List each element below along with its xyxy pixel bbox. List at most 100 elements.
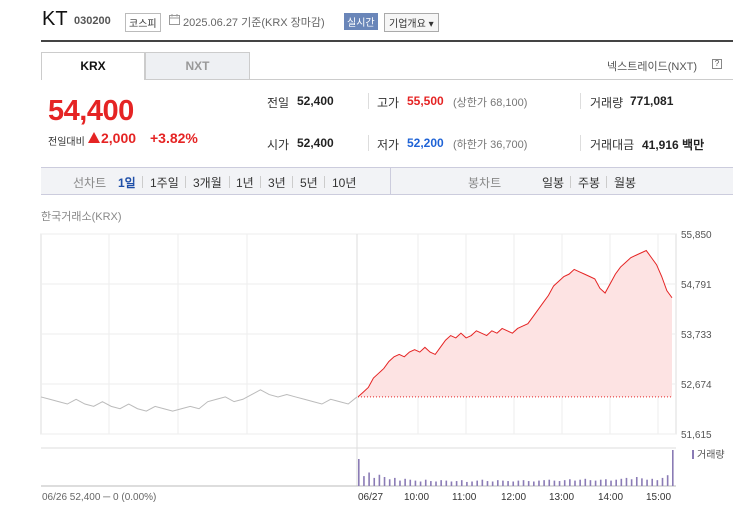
- amount-value: 41,916 백만: [642, 138, 705, 152]
- line-chart-label: 선차트: [73, 176, 107, 190]
- volume-bar: [569, 479, 571, 486]
- volume-bar: [394, 477, 396, 486]
- volume-bar: [502, 480, 504, 486]
- volume-bar: [610, 480, 612, 486]
- period-separator: [260, 176, 261, 188]
- up-arrow-icon: [88, 132, 100, 143]
- series-line-today: [357, 249, 673, 398]
- volume-bar: [466, 481, 468, 486]
- volume-bar: [512, 481, 515, 486]
- candle-daily[interactable]: 일봉: [542, 176, 565, 190]
- period-5y[interactable]: 5년: [300, 176, 318, 190]
- nxt-link[interactable]: 넥스트레이드(NXT): [607, 61, 698, 73]
- volume-bar: [476, 480, 478, 486]
- volume-bar: [486, 481, 489, 486]
- stat-separator: [368, 135, 369, 151]
- volume-bar: [430, 481, 432, 486]
- volume-bar: [383, 477, 386, 486]
- low-label: 저가: [377, 138, 400, 152]
- period-separator: [324, 176, 325, 188]
- help-icon[interactable]: ?: [712, 59, 722, 69]
- volume-bar: [553, 480, 556, 486]
- upper-limit: (상한가 68,100): [453, 97, 528, 109]
- stock-code: 030200: [74, 15, 111, 27]
- volume-bar: [666, 475, 669, 486]
- period-3y[interactable]: 3년: [268, 176, 286, 190]
- period-separator: [606, 176, 607, 188]
- period-separator: [292, 176, 293, 188]
- volume-bar: [445, 480, 448, 486]
- volume-bar: [481, 479, 484, 486]
- volume-bar: [599, 479, 602, 486]
- volume-bar: [419, 481, 422, 486]
- high-label: 고가: [377, 96, 400, 110]
- period-3m[interactable]: 3개월: [193, 176, 222, 190]
- y-tick-label: 55,850: [681, 230, 712, 241]
- y-tick-label: 52,674: [681, 380, 712, 391]
- volume-bar: [424, 479, 427, 486]
- period-separator: [142, 176, 143, 188]
- volume-bar: [656, 480, 659, 486]
- date-info: 2025.06.27 기준(KRX 장마감): [183, 17, 325, 29]
- x-tick-label: 11:00: [452, 492, 477, 503]
- volume-bar: [651, 478, 654, 486]
- volume-bar: [491, 481, 494, 486]
- stat-separator: [580, 135, 581, 151]
- company-overview-dropdown[interactable]: 기업개요 ▾: [384, 13, 439, 32]
- tab-nxt[interactable]: NXT: [145, 52, 250, 80]
- volume-bar: [363, 476, 365, 486]
- period-1w[interactable]: 1주일: [150, 176, 179, 190]
- tab-krx[interactable]: KRX: [41, 52, 145, 80]
- period-1d[interactable]: 1일: [118, 176, 136, 190]
- realtime-button[interactable]: 실시간: [344, 13, 378, 30]
- y-tick-label: 51,615: [681, 430, 712, 441]
- volume-bar: [620, 478, 623, 486]
- volume-label: 거래량: [590, 96, 624, 110]
- volume-bar: [440, 480, 442, 486]
- volume-value: 771,081: [630, 94, 674, 108]
- change-percent: +3.82%: [150, 130, 198, 146]
- calendar-icon: [169, 14, 180, 25]
- change-label: 전일대비: [48, 137, 85, 148]
- stat-separator: [368, 93, 369, 109]
- volume-bar: [460, 480, 463, 486]
- candle-weekly[interactable]: 주봉: [578, 176, 601, 190]
- volume-bar: [635, 477, 638, 486]
- volume-bar: [625, 477, 628, 486]
- prev-close-label: 전일: [267, 96, 290, 110]
- open-label: 시가: [267, 138, 290, 152]
- volume-bar: [579, 479, 581, 486]
- x-tick-label: 15:00: [646, 492, 671, 503]
- chart-source: 한국거래소(KRX): [41, 211, 122, 223]
- volume-bar: [388, 479, 391, 486]
- volume-bar: [471, 481, 473, 486]
- volume-bar: [605, 479, 607, 486]
- volume-bar: [414, 480, 417, 486]
- volume-bar: [507, 481, 509, 486]
- stock-name: KT: [42, 8, 68, 30]
- volume-bar: [435, 481, 437, 486]
- volume-bar: [373, 477, 376, 486]
- candle-monthly[interactable]: 월봉: [614, 176, 637, 190]
- volume-bar: [548, 479, 551, 486]
- volume-bar: [563, 480, 566, 486]
- period-separator: [570, 176, 571, 188]
- period-1y[interactable]: 1년: [236, 176, 254, 190]
- volume-bar: [450, 481, 453, 486]
- volume-bar: [538, 480, 540, 486]
- volume-bar: [404, 478, 406, 486]
- volume-bar: [517, 480, 520, 486]
- volume-bar: [522, 480, 525, 486]
- volume-bar: [589, 480, 592, 486]
- period-10y[interactable]: 10년: [332, 176, 357, 190]
- change-value: 2,000: [101, 130, 137, 146]
- volume-bar: [527, 481, 530, 486]
- volume-bar: [630, 479, 633, 486]
- low-value: 52,200: [407, 136, 444, 150]
- x-tick-label: 12:00: [501, 492, 526, 503]
- header-divider: [41, 40, 733, 42]
- volume-bar: [558, 481, 561, 486]
- volume-bar: [358, 459, 360, 486]
- volume-bar: [574, 480, 576, 486]
